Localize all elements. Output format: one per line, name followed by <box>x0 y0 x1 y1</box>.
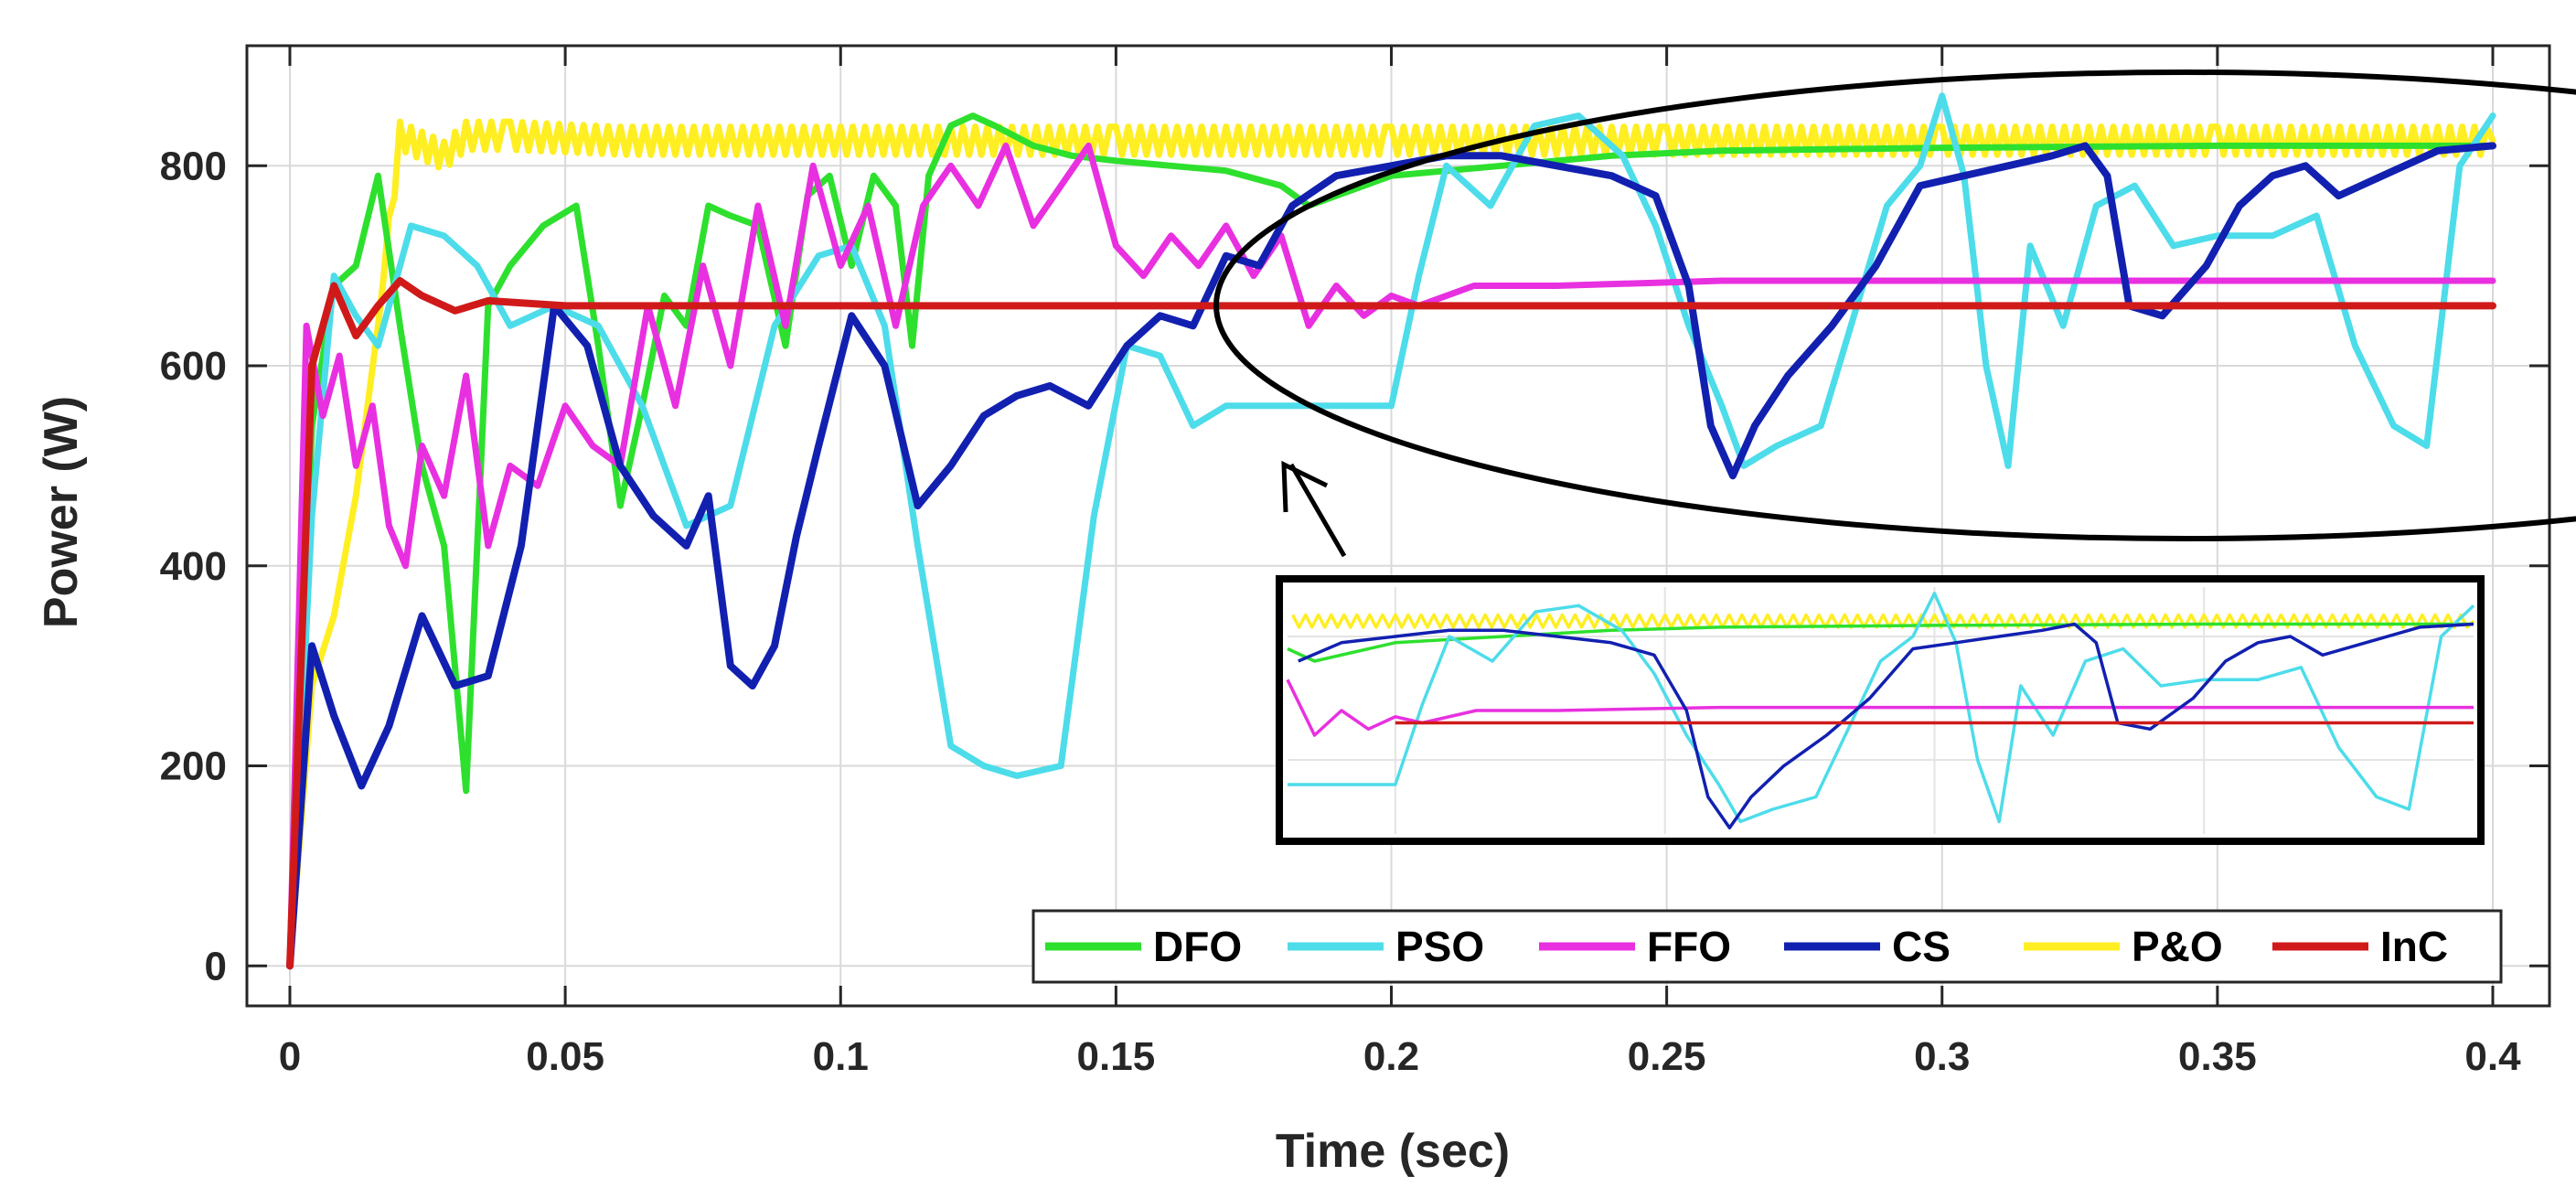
zoom-arrow-head <box>1281 460 1329 513</box>
legend-label: FFO <box>1647 923 1731 970</box>
legend-label: CS <box>1892 923 1951 970</box>
plot-frame <box>245 44 2551 1008</box>
x-tick-label: 0.1 <box>813 1034 869 1079</box>
inset-line-pso <box>1288 592 2475 824</box>
zoom-inset <box>1286 587 2475 834</box>
y-tick-label: 800 <box>160 144 227 188</box>
x-tick-label: 0.15 <box>1077 1034 1156 1079</box>
x-ticks: 0 0.05 0.1 0.15 0.2 0.25 0.3 0.35 0.4 <box>279 46 2521 1079</box>
y-tick-label: 400 <box>160 544 227 589</box>
inset-line-dfo <box>1287 622 2474 663</box>
x-tick-label: 0.05 <box>526 1034 604 1079</box>
x-tick-label: 0.35 <box>2178 1034 2257 1079</box>
series-line-cs <box>286 142 2496 970</box>
series-line-po <box>286 118 2496 969</box>
x-axis-label: Time (sec) <box>1276 1125 1510 1178</box>
inset-line-cs <box>1298 622 2474 830</box>
y-tick-label: 600 <box>160 344 227 389</box>
legend: DFO PSO FFO CS P&O InC <box>1045 923 2448 970</box>
legend-label: DFO <box>1153 923 1242 970</box>
series-line-pso <box>286 92 2496 969</box>
y-tick-label: 0 <box>205 944 227 989</box>
x-tick-label: 0.4 <box>2464 1034 2521 1079</box>
x-tick-label: 0 <box>279 1034 301 1079</box>
x-tick-label: 0.2 <box>1363 1034 1419 1079</box>
legend-box <box>1031 909 2503 984</box>
inset-line-ffo <box>1286 679 2474 737</box>
x-tick-label: 0.3 <box>1914 1034 1970 1079</box>
legend-label: PSO <box>1395 923 1484 970</box>
zoom-arrow <box>1288 463 1347 558</box>
zoom-ellipse <box>1213 69 2576 541</box>
legend-label: P&O <box>2132 923 2223 970</box>
series-layer <box>286 92 2496 970</box>
y-ticks: 0 200 400 600 800 <box>160 144 2549 989</box>
y-axis-label: Power (W) <box>35 396 88 628</box>
series-line-inc <box>286 277 2496 970</box>
y-tick-label: 200 <box>160 744 227 789</box>
x-tick-label: 0.25 <box>1628 1034 1706 1079</box>
series-line-ffo <box>286 142 2496 969</box>
legend-label: InC <box>2380 923 2448 970</box>
